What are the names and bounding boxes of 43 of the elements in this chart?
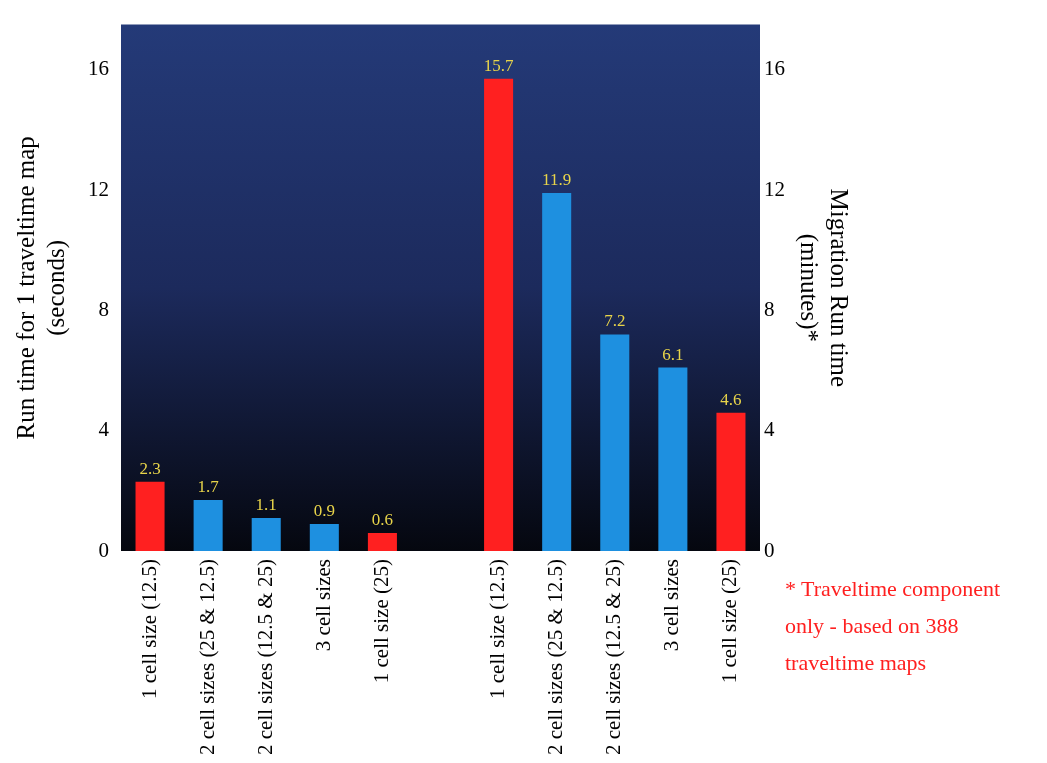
y-tick-label: 8 [98, 296, 109, 321]
x-tick-label: 3 cell sizes [659, 559, 684, 652]
data-label: 6.1 [662, 344, 684, 364]
bar [135, 481, 165, 552]
y2-tick-label: 12 [764, 176, 785, 201]
y2-tick-label: 16 [764, 56, 785, 81]
bar [600, 334, 630, 552]
text: * Traveltime component only - based on 388 traveltime maps [785, 575, 1002, 677]
data-label: 4.6 [720, 389, 742, 409]
y-tick-label: 0 [98, 537, 109, 562]
x-tick-label: 2 cell sizes (25 & 12.5) [194, 559, 219, 755]
x-tick-label: 1 cell size (12.5) [136, 559, 161, 699]
y2-axis-title: Migration Run time (minutes)* [795, 188, 854, 388]
data-label: 15.7 [483, 55, 514, 75]
y-axis-title: Run time for 1 traveltime map (seconds) [11, 136, 70, 440]
y2-tick-label: 4 [764, 417, 775, 442]
data-label: 0.6 [371, 509, 394, 529]
bar [542, 193, 572, 552]
x-tick-label: 1 cell size (25) [368, 559, 393, 684]
x-tick-label: 2 cell sizes (12.5 & 25) [601, 559, 626, 755]
y2-tick-label: 8 [764, 296, 775, 321]
bar [367, 533, 397, 552]
data-label: 1.7 [197, 476, 220, 496]
data-label: 1.1 [255, 494, 277, 514]
y-tick-label: 4 [98, 417, 110, 442]
data-label: 0.9 [313, 500, 335, 520]
bar [658, 367, 688, 552]
bar [716, 412, 746, 552]
y-tick-label: 16 [88, 56, 109, 81]
x-tick-label: 3 cell sizes [310, 559, 335, 652]
data-label: 2.3 [139, 458, 161, 478]
data-label: 7.2 [604, 311, 626, 331]
x-tick-label: 2 cell sizes (12.5 & 25) [252, 559, 277, 755]
bar [251, 517, 281, 552]
bar [484, 78, 514, 552]
x-tick-label: 2 cell sizes (25 & 12.5) [543, 559, 568, 755]
y-tick-label: 12 [88, 176, 109, 201]
bar [193, 499, 223, 552]
y2-tick-label: 0 [764, 537, 775, 562]
x-tick-label: 1 cell size (25) [717, 559, 742, 684]
x-tick-label: 1 cell size (12.5) [485, 559, 510, 699]
data-label: 11.9 [542, 170, 572, 190]
bar [309, 523, 339, 552]
